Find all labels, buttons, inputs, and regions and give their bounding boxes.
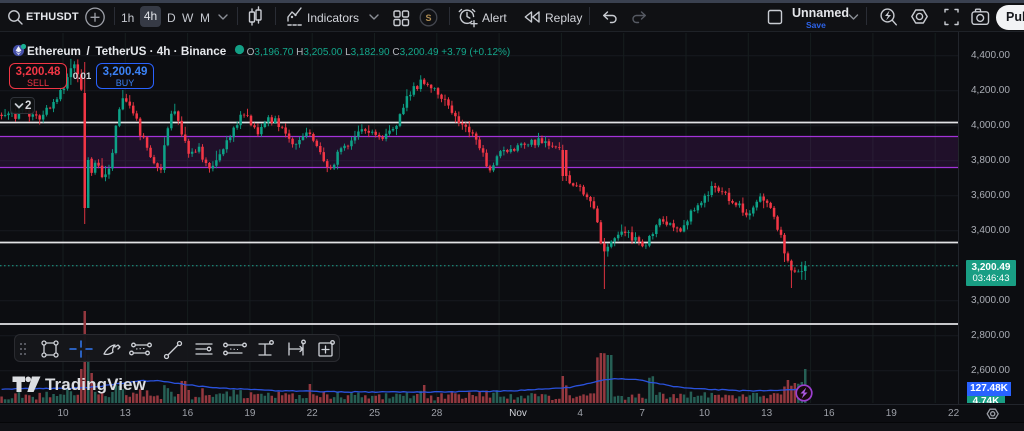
svg-text:S: S: [425, 13, 431, 23]
